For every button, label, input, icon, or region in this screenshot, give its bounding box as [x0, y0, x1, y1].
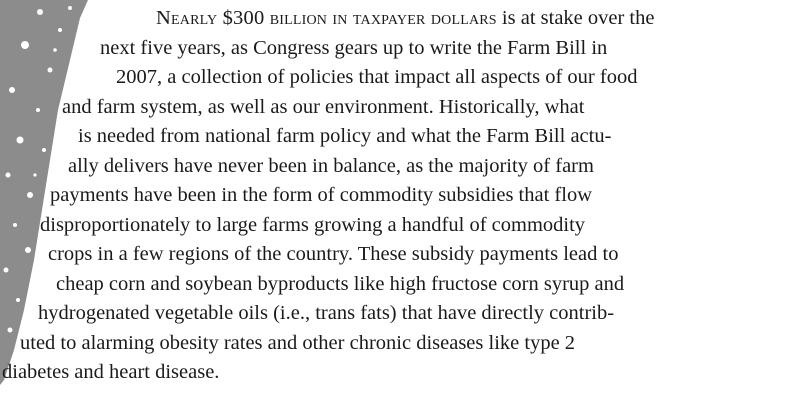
text-line: diabetes and heart disease. [2, 360, 219, 384]
text-line: payments have been in the form of commod… [50, 183, 592, 207]
text-line: 2007, a collection of policies that impa… [116, 65, 637, 89]
text-line: and farm system, as well as our environm… [62, 95, 584, 119]
text-line: crops in a few regions of the country. T… [48, 242, 618, 266]
paragraph: Nearly $300 billion in taxpayer dollars … [0, 0, 804, 414]
text-line: hydrogenated vegetable oils (i.e., trans… [38, 301, 614, 325]
lead-in: Nearly $300 billion in taxpayer dollars [156, 7, 497, 29]
text-line: next five years, as Congress gears up to… [100, 36, 607, 60]
text-run: is at stake over the [497, 7, 655, 29]
page: Nearly $300 billion in taxpayer dollars … [0, 0, 804, 414]
text-line: disproportionately to large farms growin… [40, 213, 585, 237]
text-line: cheap corn and soybean byproducts like h… [56, 272, 624, 296]
text-line: ally delivers have never been in balance… [68, 154, 594, 178]
text-line: is needed from national farm policy and … [78, 124, 611, 148]
text-line: uted to alarming obesity rates and other… [20, 331, 575, 355]
text-line: Nearly $300 billion in taxpayer dollars … [156, 6, 654, 30]
